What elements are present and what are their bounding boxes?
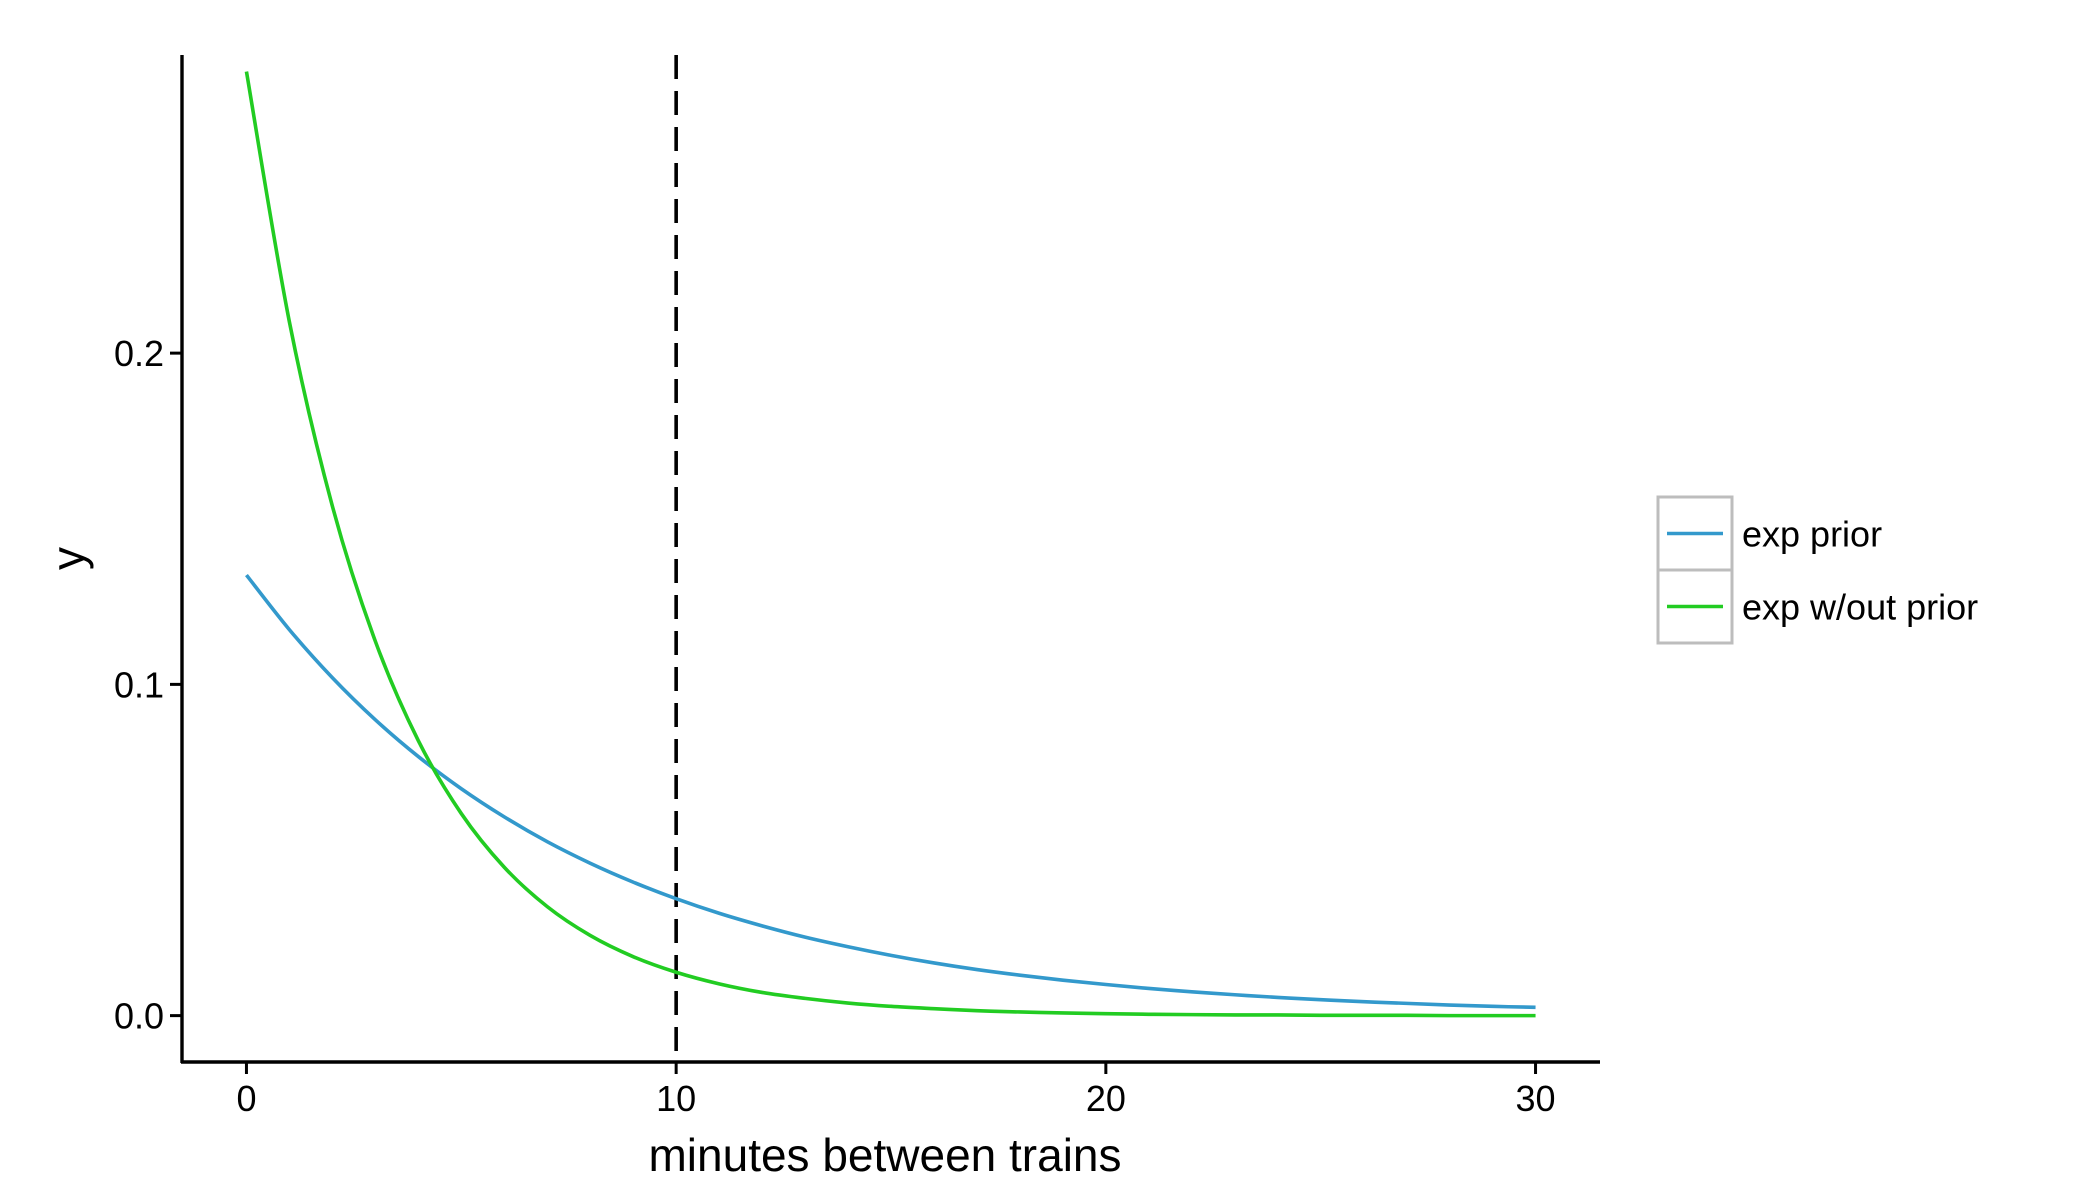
legend-label: exp w/out prior [1742,587,1978,628]
y-tick-label: 0.0 [114,996,164,1037]
legend: exp prior exp w/out prior [1656,495,1978,645]
x-tick-label: 20 [1086,1078,1126,1119]
y-tick-label: 0.2 [114,333,164,374]
x-tick-label: 30 [1516,1078,1556,1119]
x-tick-label: 10 [656,1078,696,1119]
series-line-exp-prior [245,573,1536,1010]
x-axis-title: minutes between trains [648,1129,1121,1181]
series-layer [244,55,1536,1062]
y-axis-title: y [42,547,94,570]
x-tick-label: 0 [236,1078,256,1119]
legend-label: exp prior [1742,514,1882,555]
axes-layer: 0 10 20 30 0.0 0.1 0.2 [114,55,1600,1119]
series-line-exp-w-out-prior [244,71,1536,1018]
y-tick-label: 0.1 [114,664,164,705]
